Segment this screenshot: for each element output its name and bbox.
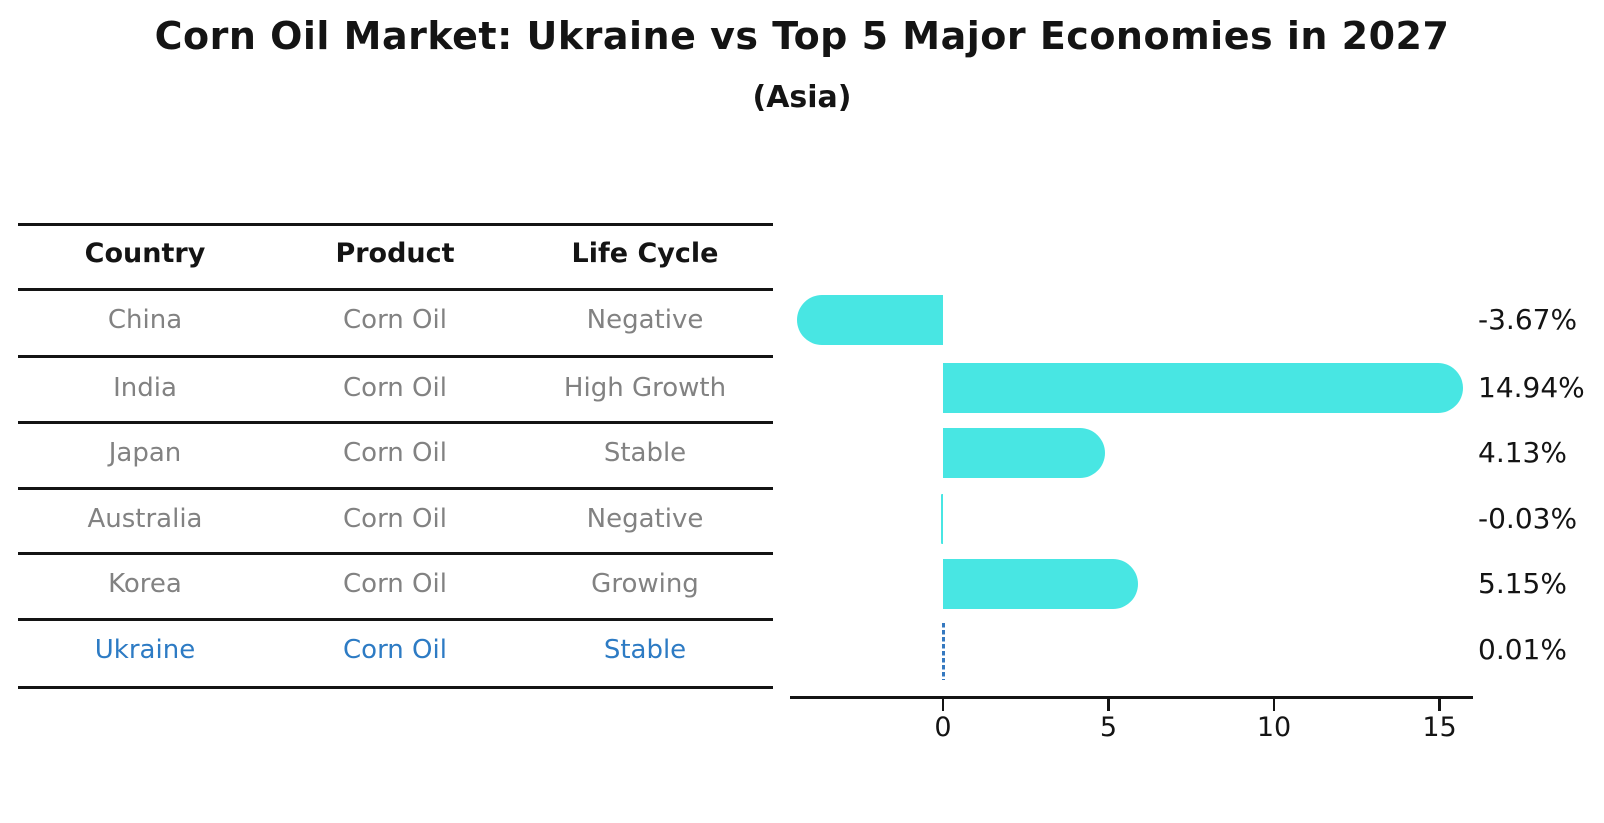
table-divider-line: [18, 618, 773, 621]
table-divider-line: [18, 223, 773, 226]
table-divider-line: [18, 288, 773, 291]
table-divider-line: [18, 686, 773, 689]
value-label: 14.94%: [1478, 371, 1585, 404]
table-divider-line: [18, 487, 773, 490]
x-axis-tick-label: 15: [1422, 712, 1457, 743]
product-cell: Corn Oil: [343, 305, 447, 335]
column-header-product: Product: [335, 238, 455, 269]
column-header-country: Country: [84, 238, 206, 269]
x-axis-tick: [1438, 699, 1441, 711]
product-cell: Corn Oil: [343, 635, 447, 665]
lifecycle-cell: High Growth: [563, 373, 727, 403]
x-axis-tick-label: 5: [1099, 712, 1118, 743]
bar: [943, 363, 1463, 413]
value-label: 0.01%: [1478, 633, 1567, 666]
column-header-life-cycle: Life Cycle: [571, 238, 719, 269]
country-cell: Japan: [108, 438, 182, 468]
chart-title: Corn Oil Market: Ukraine vs Top 5 Major …: [154, 14, 1450, 58]
x-axis-tick: [1107, 699, 1110, 711]
country-cell: Australia: [87, 504, 203, 534]
x-axis-tick-label: 10: [1256, 712, 1292, 743]
value-label: 4.13%: [1478, 436, 1567, 469]
country-cell: Korea: [108, 569, 182, 599]
bar: [943, 428, 1105, 478]
product-cell: Corn Oil: [343, 504, 447, 534]
value-label: 5.15%: [1478, 567, 1567, 600]
lifecycle-cell: Growing: [591, 569, 699, 599]
value-label: -0.03%: [1478, 502, 1578, 535]
value-label: -3.67%: [1478, 303, 1578, 336]
product-cell: Corn Oil: [343, 438, 447, 468]
x-axis: [790, 696, 1473, 699]
country-cell: China: [107, 305, 183, 335]
lifecycle-cell: Negative: [586, 504, 704, 534]
bar: [943, 559, 1139, 609]
lifecycle-cell: Stable: [603, 438, 687, 468]
chart-subtitle: (Asia): [752, 80, 852, 115]
table-divider-line: [18, 552, 773, 555]
x-axis-tick: [941, 699, 945, 711]
x-axis-tick: [1272, 699, 1276, 711]
country-cell: India: [113, 373, 177, 403]
lifecycle-cell: Stable: [603, 635, 687, 665]
lifecycle-cell: Negative: [586, 305, 704, 335]
highlight-dashed-line: [941, 623, 945, 680]
table-divider-line: [18, 355, 773, 358]
bar: [796, 295, 943, 345]
bar: [941, 494, 943, 544]
product-cell: Corn Oil: [343, 569, 447, 599]
product-cell: Corn Oil: [343, 373, 447, 403]
x-axis-tick-label: 0: [934, 712, 952, 743]
table-divider-line: [18, 421, 773, 424]
country-cell: Ukraine: [94, 635, 196, 665]
